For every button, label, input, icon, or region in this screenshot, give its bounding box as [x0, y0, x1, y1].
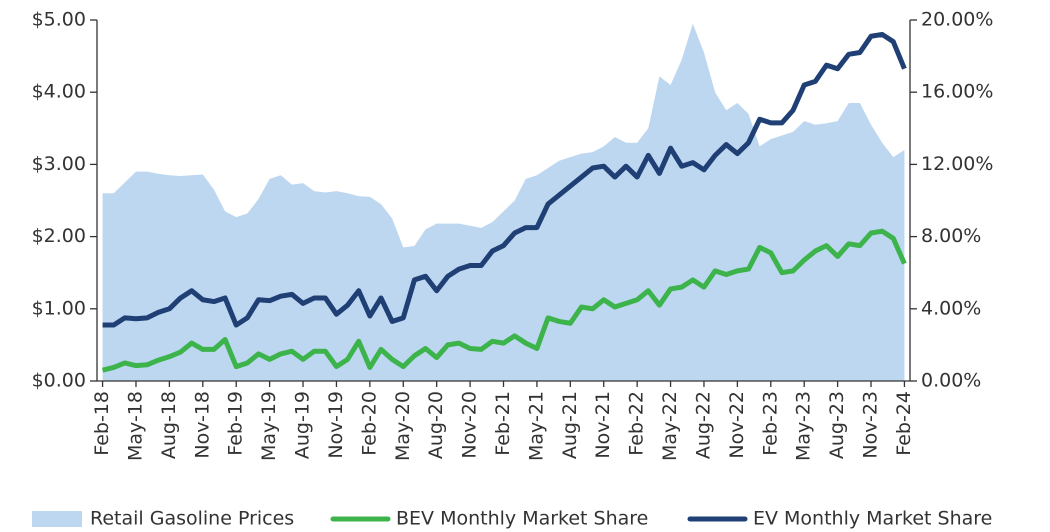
- x-tick-label: Nov-22: [726, 391, 748, 459]
- legend-label: BEV Monthly Market Share: [396, 508, 648, 530]
- x-tick-label: Nov-19: [325, 391, 347, 459]
- y-tick-label: $4.00: [32, 81, 86, 103]
- x-tick-label: Nov-21: [592, 391, 614, 459]
- legend-label: EV Monthly Market Share: [753, 508, 992, 530]
- y2-tick-label: 16.00%: [921, 81, 993, 103]
- x-tick-label: Feb-22: [626, 391, 648, 456]
- y-tick-label: $1.00: [32, 297, 86, 319]
- x-tick-label: Aug-19: [292, 391, 314, 459]
- legend-swatch: [32, 511, 82, 527]
- x-tick-label: May-19: [258, 391, 280, 461]
- x-tick-label: May-18: [124, 391, 146, 461]
- x-tick-label: Nov-20: [459, 391, 481, 459]
- line: [101, 228, 907, 373]
- y-tick-label: $2.00: [32, 225, 86, 247]
- x-tick-label: Aug-22: [692, 391, 714, 459]
- x-tick-label: Nov-18: [191, 391, 213, 459]
- x-tick-label: Feb-18: [91, 391, 113, 456]
- area: [102, 23, 905, 382]
- y-tick-label: $3.00: [32, 153, 86, 175]
- x-tick-label: May-22: [659, 391, 681, 461]
- x-tick-label: May-20: [392, 391, 414, 461]
- x-tick-label: Aug-20: [425, 391, 447, 459]
- y2-tick-label: 4.00%: [921, 297, 981, 319]
- x-tick-label: May-21: [525, 391, 547, 461]
- x-tick-label: Feb-21: [492, 391, 514, 456]
- x-tick-label: Aug-18: [158, 391, 180, 459]
- y2-tick-label: 20.00%: [921, 9, 993, 31]
- x-tick-label: Feb-20: [358, 391, 380, 456]
- line: [102, 31, 907, 328]
- y2-tick-label: 12.00%: [921, 153, 993, 175]
- legend-label: Retail Gasoline Prices: [90, 508, 294, 530]
- x-tick-label: Aug-21: [559, 391, 581, 459]
- y2-tick-label: 0.00%: [921, 370, 981, 392]
- y-tick-label: $0.00: [32, 370, 86, 392]
- x-tick-label: Nov-23: [860, 391, 882, 459]
- x-tick-label: Feb-19: [225, 391, 247, 456]
- y2-tick-label: 8.00%: [921, 225, 981, 247]
- x-tick-label: Feb-24: [893, 391, 915, 456]
- x-tick-label: Aug-23: [826, 391, 848, 459]
- y-tick-label: $5.00: [32, 9, 86, 31]
- x-tick-label: Feb-23: [759, 391, 781, 456]
- x-tick-label: May-23: [793, 391, 815, 461]
